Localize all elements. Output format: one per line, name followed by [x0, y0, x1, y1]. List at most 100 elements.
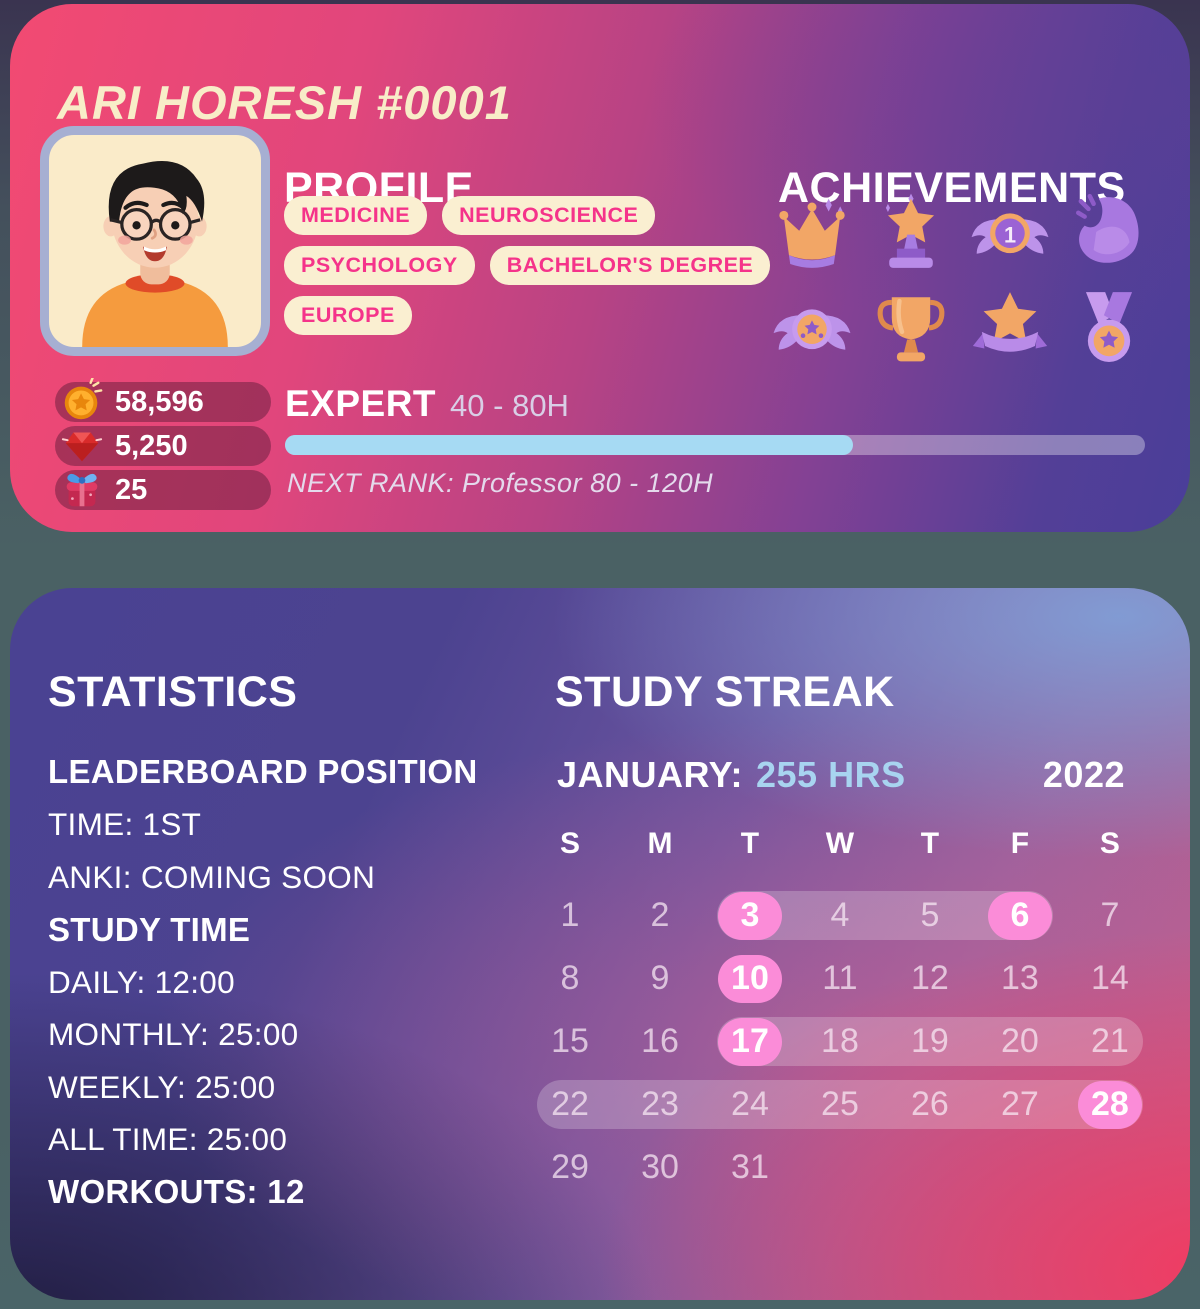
bicep-icon [1068, 191, 1150, 273]
streak-day-pill: 10 [717, 954, 782, 1003]
coin-icon [59, 378, 105, 424]
day-of-week-label: S [1099, 827, 1120, 860]
stat-line: DAILY: 12:00 [48, 963, 235, 1000]
calendar-day: 1 [525, 884, 615, 947]
stat-line: WEEKLY: 25:00 [48, 1068, 276, 1105]
calendar-day-number: 8 [560, 959, 580, 997]
calendar-day: 21 [1065, 1010, 1155, 1073]
star-ribbon-icon [969, 287, 1051, 369]
achievements-heading: ACHIEVEMENTS [778, 163, 1126, 212]
winged-first-medal-icon: 1 [969, 191, 1051, 273]
calendar-day-number: 16 [641, 1022, 679, 1060]
calendar-month-label: JANUARY: [557, 754, 744, 795]
calendar-day: 24 [705, 1073, 795, 1136]
calendar-day: 30 [615, 1136, 705, 1199]
stat-line: ALL TIME: 25:00 [48, 1121, 288, 1158]
calendar-week-row: 22 23 24 25 26 27 28 [525, 1073, 1155, 1136]
calendar-day: 23 [615, 1073, 705, 1136]
calendar-day: 8 [525, 947, 615, 1010]
calendar-day: 13 [975, 947, 1065, 1010]
calendar-day: 25 [795, 1073, 885, 1136]
tag-row: EUROPE [284, 296, 770, 335]
calendar-year: 2022 [1042, 754, 1125, 795]
tag-row: PSYCHOLOGY BACHELOR'S DEGREE [284, 246, 771, 285]
calendar-day: 18 [795, 1010, 885, 1073]
calendar-day: 28 [1065, 1073, 1155, 1136]
winged-star-medal-icon [771, 287, 853, 369]
achievements-grid: 1 [762, 184, 1158, 376]
calendar-day-number: 1 [560, 896, 580, 934]
calendar-day-number: 12 [911, 959, 949, 997]
rank-hour-range: 40 - 80H [450, 388, 569, 423]
calendar-day-number: 21 [1090, 1022, 1129, 1060]
medal-icon [1068, 287, 1150, 369]
profile-tags: MEDICINE NEUROSCIENCE PSYCHOLOGY BACHELOR'S… [284, 196, 771, 335]
currency-row: 58,596 [55, 378, 271, 422]
calendar-day-number: 15 [551, 1022, 589, 1060]
crown-icon [771, 191, 853, 273]
currency-value: 5,250 [115, 429, 188, 462]
calendar-day: 29 [525, 1136, 615, 1199]
calendar-day: 20 [975, 1010, 1065, 1073]
calendar-weeks: 1 2 3 4 5 6 7 8 9 10 11 12 13 14 15 16 17 18 19 20 21 22 23 24 2… [525, 884, 1155, 1199]
streak-day-pill: 28 [1077, 1080, 1142, 1129]
profile-tag: PSYCHOLOGY [284, 246, 475, 285]
streak-day-pill: 3 [717, 891, 782, 940]
calendar-day: 16 [615, 1010, 705, 1073]
calendar-hours: 255 HRS [756, 754, 906, 795]
statistics-lines: LEADERBOARD POSITION TIME: 1ST ANKI: COMIN… [48, 746, 528, 1219]
calendar-day: 4 [795, 884, 885, 947]
calendar-day: 7 [1065, 884, 1155, 947]
rank-line: EXPERT 40 - 80H [285, 383, 569, 425]
calendar-day: 2 [615, 884, 705, 947]
calendar-day: 22 [525, 1073, 615, 1136]
calendar-day: 3 [705, 884, 795, 947]
currency-row: 25 [55, 470, 271, 510]
calendar-day-number: 24 [731, 1085, 769, 1123]
streak-day-pill: 6 [987, 891, 1052, 940]
page-title: ARI HORESH #0001 [57, 76, 512, 130]
statistics-heading: STATISTICS [48, 667, 298, 716]
calendar-day: 27 [975, 1073, 1065, 1136]
day-of-week-label: F [1010, 827, 1030, 860]
stat-line: ANKI: COMING SOON [48, 858, 376, 895]
rank-progress-bar [285, 435, 1145, 455]
day-of-week-label: M [647, 827, 673, 860]
calendar-day-number: 29 [551, 1148, 589, 1186]
streak-day-pill: 17 [717, 1017, 782, 1066]
star-trophy-icon [870, 191, 952, 273]
stat-line: TIME: 1ST [48, 806, 202, 843]
streak-band [537, 1080, 1143, 1129]
profile-tag: NEUROSCIENCE [442, 196, 656, 235]
profile-tag: MEDICINE [284, 196, 428, 235]
calendar-day: 12 [885, 947, 975, 1010]
calendar-day: 19 [885, 1010, 975, 1073]
rank-label: EXPERT [285, 383, 437, 424]
avatar [40, 126, 270, 356]
calendar-day-number: 23 [641, 1085, 679, 1123]
calendar-day: 26 [885, 1073, 975, 1136]
calendar-day: 6 [975, 884, 1065, 947]
svg-text:1: 1 [1003, 222, 1015, 247]
day-of-week-label: T [740, 827, 760, 860]
stat-line: WORKOUTS: 12 [48, 1173, 305, 1211]
profile-tag: EUROPE [284, 296, 412, 335]
calendar-day-number: 9 [650, 959, 670, 997]
currency-value: 25 [115, 473, 148, 506]
calendar-day-number: 14 [1090, 959, 1129, 997]
currency-row: 5,250 [55, 426, 271, 466]
stat-line: MONTHLY: 25:00 [48, 1016, 299, 1053]
rank-progress-fill [285, 435, 853, 455]
statistics-card: STATISTICS STUDY STREAK LEADERBOARD POSI… [10, 588, 1190, 1300]
calendar-day-number: 13 [1001, 959, 1039, 997]
calendar-week-row: 1 2 3 4 5 6 7 [525, 884, 1155, 947]
day-of-week-label: T [920, 827, 940, 860]
currency-value: 58,596 [115, 385, 204, 418]
calendar-day-number: 18 [821, 1022, 859, 1060]
calendar-week-row: 29 30 31 [525, 1136, 1155, 1199]
calendar-day-number: 11 [822, 959, 858, 997]
next-rank-text: NEXT RANK: Professor 80 - 120H [287, 468, 714, 498]
calendar-day: 11 [795, 947, 885, 1010]
